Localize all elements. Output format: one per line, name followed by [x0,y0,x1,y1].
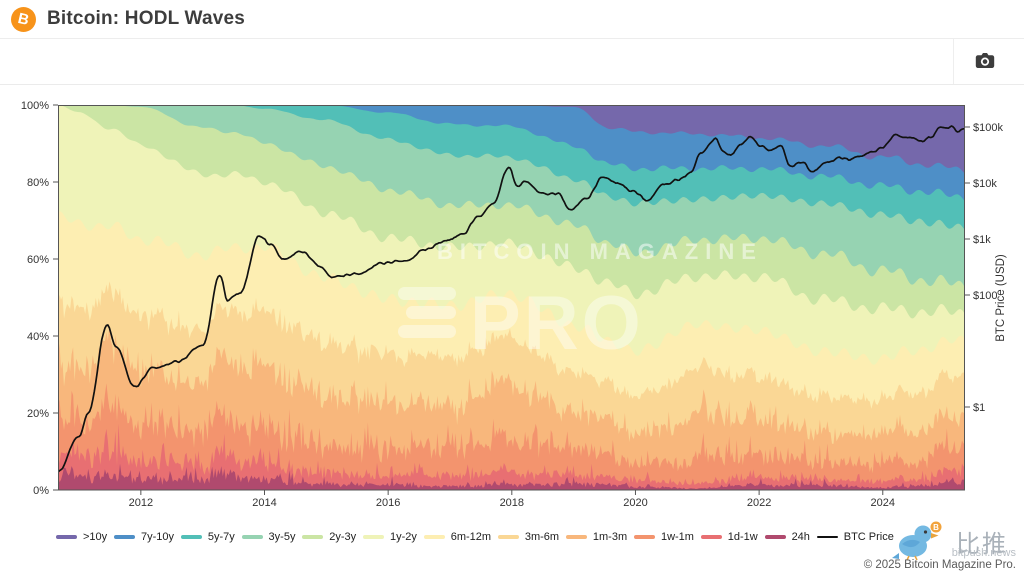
legend-item-3m-6m[interactable]: 3m-6m [497,531,560,543]
legend-label: BTC Price [843,531,894,543]
x-tick-label: 2022 [747,497,771,509]
y-left-tick-label: 60% [27,254,49,266]
bitcoin-logo-icon: B [11,6,36,32]
legend-item-btc-price[interactable]: BTC Price [816,531,894,543]
chart-legend: >10y 7y-10y 5y-7y 3y-5y 2y-3y 1y-2y 6m-12m 3m-6… [56,531,894,543]
legend-item-1w-1m[interactable]: 1w-1m [633,531,694,543]
legend-item-6m-12m[interactable]: 6m-12m [423,531,492,543]
legend-item-1y-2y[interactable]: 1y-2y [362,531,417,543]
legend-swatch [113,535,135,539]
x-tick-label: 2012 [129,497,153,509]
legend-label: 6m-12m [450,531,492,543]
legend-item-5y-7y[interactable]: 5y-7y [180,531,235,543]
legend-swatch [565,535,587,539]
y-left-tick-label: 0% [33,485,49,497]
header: B Bitcoin: HODL Waves [0,0,1024,39]
legend-item-7y-10y[interactable]: 7y-10y [113,531,175,543]
x-tick-label: 2020 [623,497,647,509]
legend-label: 1m-3m [592,531,628,543]
y-right-tick-label: $1k [973,234,991,246]
x-tick-label: 2024 [871,497,895,509]
band-1d-1w [58,423,965,490]
axes: 0% 20% 40% 60% 80% 100% $1 $100 $1k $10k $100k 2012… [21,100,1004,509]
legend-label: 1y-2y [389,531,417,543]
watermark: BITCOIN MAGAZINE PRO [398,239,763,366]
y-left-tick-label: 100% [21,100,49,112]
legend-label: 7y-10y [140,531,175,543]
legend-label: 3y-5y [268,531,296,543]
legend-swatch [633,535,655,539]
btc-price-line [58,125,965,473]
toolbar [0,39,1024,85]
legend-label: >10y [83,531,108,543]
legend-swatch [700,535,722,539]
band-24h [58,463,965,490]
screenshot-camera-button[interactable] [972,48,998,74]
watermark-pro: PRO [470,281,644,366]
x-tick-label: 2014 [252,497,276,509]
legend-swatch [180,535,202,539]
legend-label: 2y-3y [329,531,357,543]
legend-label: 24h [791,531,810,543]
bitpush-bird-icon[interactable]: B [889,521,947,561]
legend-swatch [302,535,324,539]
y-right-tick-label: $100 [973,290,997,302]
legend-label: 1d-1w [727,531,758,543]
legend-item-24h[interactable]: 24h [764,531,810,543]
watermark-text: BITCOIN MAGAZINE [437,239,763,264]
y-left-tick-label: 40% [27,331,49,343]
page-title: Bitcoin: HODL Waves [47,8,246,29]
legend-swatch [423,535,445,539]
legend-swatch [362,535,384,539]
right-axis-title: BTC Price (USD) [995,254,1007,342]
legend-item-3y-5y[interactable]: 3y-5y [241,531,296,543]
hodl-bands [58,105,965,490]
legend-swatch [241,535,263,539]
legend-label: 3m-6m [524,531,560,543]
svg-text:B: B [933,523,939,532]
copyright-text: © 2025 Bitcoin Magazine Pro. [863,559,1016,571]
camera-icon [975,53,995,68]
y-right-tick-label: $1 [973,402,985,414]
legend-swatch [56,535,77,539]
band-1w-1m [58,383,965,490]
legend-item--10y[interactable]: >10y [56,531,107,543]
toolbar-divider [953,39,954,84]
legend-swatch [764,535,786,539]
legend-label: 1w-1m [660,531,694,543]
bitpush-domain[interactable]: bitpush.news [951,547,1016,559]
y-left-tick-label: 80% [27,177,49,189]
y-right-tick-label: $100k [973,122,1003,134]
legend-label: 5y-7y [207,531,235,543]
legend-swatch [816,536,838,538]
btc-price-path [58,125,965,473]
y-right-tick-label: $10k [973,178,997,190]
legend-swatch [497,535,519,539]
x-tick-label: 2016 [376,497,400,509]
bitpush-logo-text[interactable]: 比推 [956,531,1008,558]
legend-item-1d-1w[interactable]: 1d-1w [700,531,758,543]
legend-item-2y-3y[interactable]: 2y-3y [302,531,356,543]
y-left-tick-label: 20% [27,408,49,420]
legend-item-1m-3m[interactable]: 1m-3m [565,531,628,543]
x-tick-label: 2018 [500,497,524,509]
